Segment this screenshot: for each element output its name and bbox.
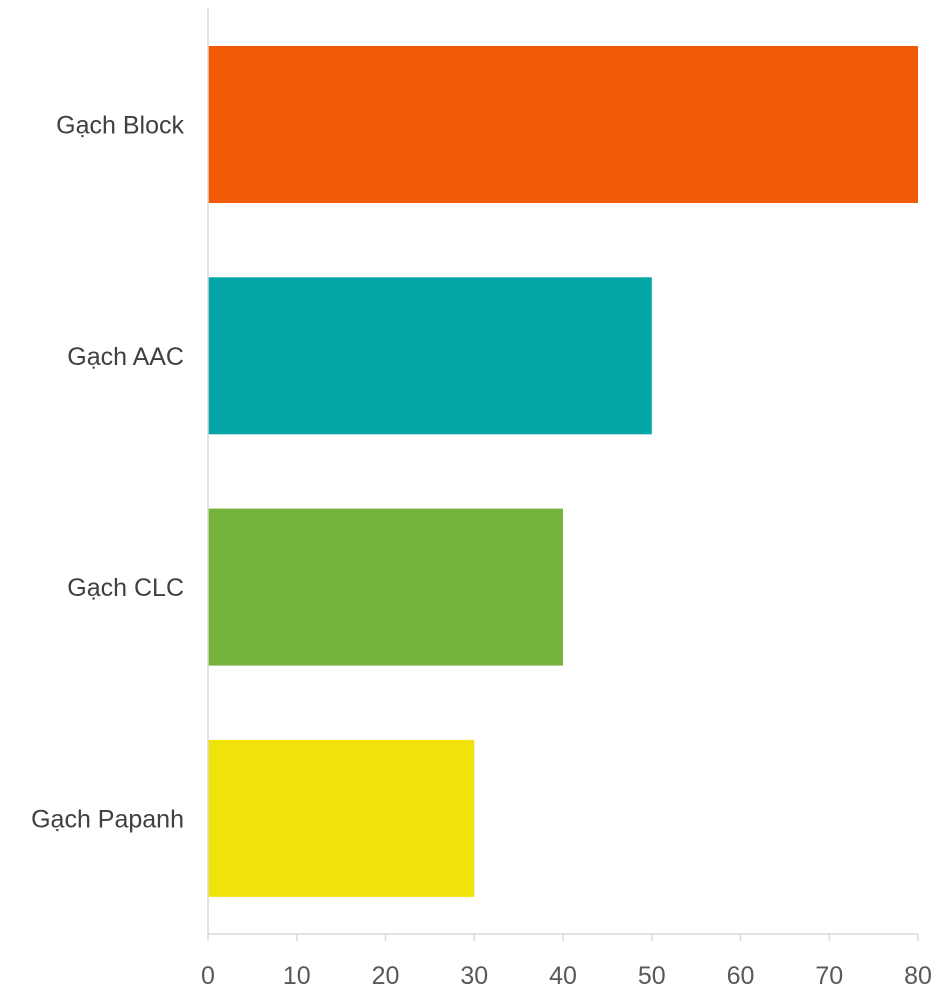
x-tick-label: 80 [904,962,932,990]
bar-4 [208,739,475,897]
x-tick-label: 50 [638,962,666,990]
x-tick-label: 20 [372,962,400,990]
category-label: Gạch Papanh [31,805,184,833]
category-label: Gạch Block [56,112,184,140]
bar-3 [208,508,563,666]
x-tick-label: 40 [549,962,577,990]
category-label: Gạch AAC [67,343,184,371]
bars-layer [208,46,918,897]
bar-2 [208,277,652,435]
x-axis-ticks: 0 10 20 30 40 50 60 70 80 [201,934,932,990]
category-labels: Gạch Block Gạch AAC Gạch CLC Gạch Papanh [31,112,184,834]
x-tick-label: 70 [815,962,843,990]
bar-1 [208,46,918,203]
category-label: Gạch CLC [67,574,184,602]
x-tick-label: 10 [283,962,311,990]
x-tick-label: 60 [727,962,755,990]
x-tick-label: 30 [460,962,488,990]
x-tick-label: 0 [201,962,215,990]
